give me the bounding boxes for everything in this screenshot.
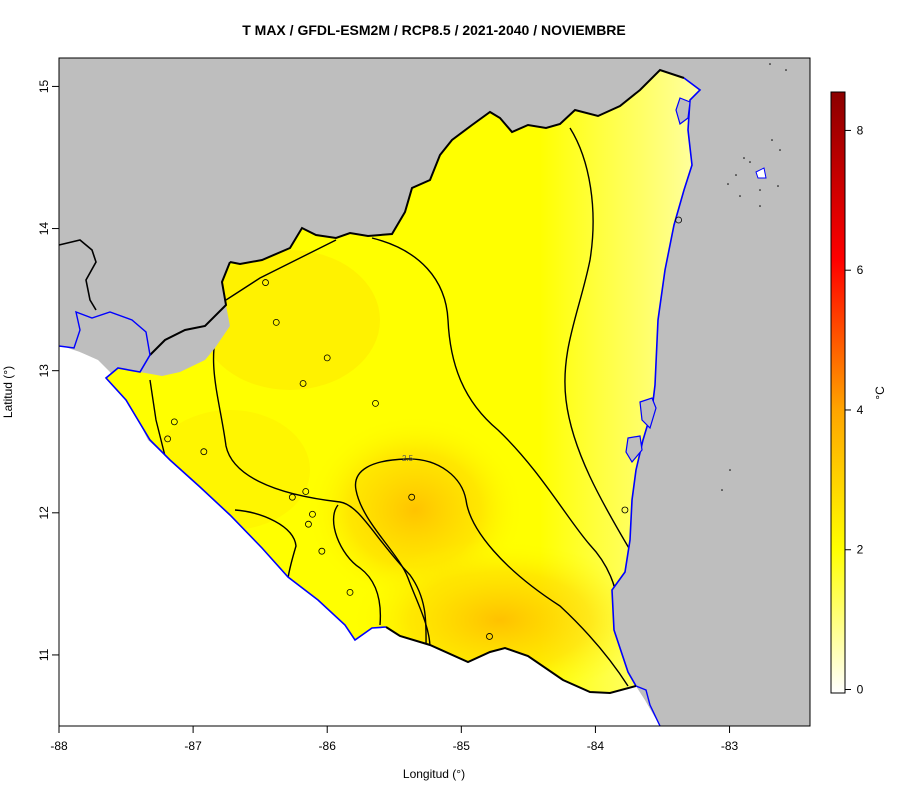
x-axis: -88 -87 -86 -85 -84 -83	[50, 726, 739, 753]
station-marker	[486, 633, 493, 640]
costa-rica-caribbean-coast	[635, 685, 661, 727]
station-marker	[305, 520, 312, 528]
honduras-border	[229, 68, 685, 266]
station-marker	[408, 493, 416, 501]
station-marker	[318, 547, 326, 555]
station-marker	[372, 399, 379, 407]
plot-frame	[58, 57, 811, 727]
contour-line	[234, 509, 297, 579]
station-marker	[288, 493, 296, 501]
station-marker	[299, 380, 307, 387]
station-marker	[323, 354, 331, 362]
y-tick-label: 14	[37, 222, 51, 236]
station-marker	[272, 318, 280, 326]
gulf-of-fonseca	[70, 310, 150, 372]
station-marker	[170, 418, 178, 426]
y-tick-label: 15	[37, 79, 51, 93]
station-marker	[302, 488, 310, 495]
x-tick-label: -88	[50, 739, 68, 753]
island	[755, 167, 767, 179]
x-axis-label: Longitud (°)	[403, 767, 465, 781]
colorbar-tick-label: 8	[857, 123, 864, 137]
country-outline	[58, 68, 767, 727]
contour-line	[371, 237, 617, 597]
contour-line	[332, 504, 382, 626]
station-marker	[675, 216, 682, 224]
contour-line	[149, 379, 167, 461]
x-tick-label: -86	[319, 739, 337, 753]
contour-line	[354, 458, 431, 649]
station-marker	[164, 435, 172, 443]
colorbar-ticks: 0 2 4 6 8	[845, 123, 864, 697]
colorbar-tick-label: 2	[857, 543, 864, 557]
chart-title: T MAX / GFDL-ESM2M / RCP8.5 / 2021-2040 …	[242, 22, 626, 38]
station-marker	[346, 589, 354, 596]
x-tick-label: -83	[721, 739, 739, 753]
fonseca-coastline	[58, 310, 151, 356]
pacific-ocean	[59, 345, 660, 726]
south-water	[370, 627, 640, 726]
contour-line	[405, 458, 629, 687]
station-marker	[262, 279, 269, 286]
colorbar-label: °C	[873, 386, 887, 400]
x-tick-label: -85	[453, 739, 471, 753]
honduras-border-west	[149, 261, 231, 356]
y-axis-label: Latitud (°)	[1, 366, 15, 418]
contour-line	[212, 321, 427, 649]
contour-line	[564, 127, 637, 561]
y-tick-label: 12	[37, 506, 51, 520]
contour-line	[225, 239, 337, 301]
station-markers	[164, 216, 682, 640]
pacific-coastline	[104, 354, 387, 642]
station-marker	[200, 448, 208, 456]
north-lagoon	[675, 97, 691, 126]
contour-label: 2.5	[402, 454, 414, 463]
colorbar-tick-label: 6	[857, 263, 864, 277]
station-marker	[621, 506, 629, 514]
caribbean-coastline	[611, 77, 702, 687]
station-marker	[309, 510, 316, 518]
x-tick-label: -84	[587, 739, 605, 753]
honduras-salvador-border	[58, 239, 97, 311]
y-tick-label: 13	[37, 364, 51, 378]
colorbar-tick-label: 0	[857, 683, 864, 697]
cays	[721, 63, 787, 491]
colorbar-tick-label: 4	[857, 403, 864, 417]
east-lagoon	[639, 397, 657, 430]
y-tick-label: 11	[37, 648, 51, 661]
x-tick-label: -87	[184, 739, 202, 753]
caribbean-sea	[612, 58, 810, 726]
east-lagoon	[625, 435, 643, 464]
colorbar	[830, 91, 846, 694]
costa-rica-border	[385, 626, 637, 695]
y-axis: 11 12 13 14 15	[37, 79, 59, 661]
